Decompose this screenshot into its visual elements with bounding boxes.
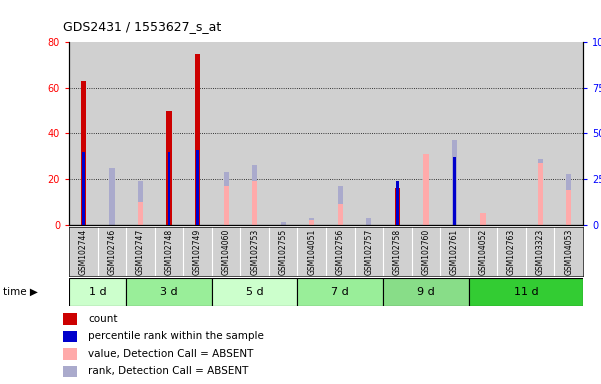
Bar <box>355 42 383 225</box>
Text: 7 d: 7 d <box>331 287 349 297</box>
Bar <box>526 42 555 225</box>
Bar <box>252 181 257 225</box>
Text: GSM102748: GSM102748 <box>165 228 174 275</box>
Bar <box>252 166 257 225</box>
Bar <box>383 278 469 306</box>
Text: GSM102757: GSM102757 <box>364 228 373 275</box>
Bar <box>338 204 343 225</box>
Bar <box>109 168 115 225</box>
Bar <box>395 218 400 225</box>
Text: GSM102746: GSM102746 <box>108 228 117 275</box>
Bar <box>338 186 343 225</box>
Bar <box>396 181 399 225</box>
Bar <box>281 222 286 225</box>
Bar <box>423 154 429 225</box>
Text: GSM102749: GSM102749 <box>193 228 202 275</box>
Bar <box>440 42 469 225</box>
Text: time ▶: time ▶ <box>3 287 38 297</box>
Bar <box>69 42 97 225</box>
Bar <box>366 218 371 225</box>
Text: GSM104053: GSM104053 <box>564 228 573 275</box>
Bar <box>63 313 77 324</box>
Text: GSM102761: GSM102761 <box>450 228 459 275</box>
Text: GSM102755: GSM102755 <box>279 228 288 275</box>
Bar <box>453 157 456 225</box>
Text: GSM104051: GSM104051 <box>307 228 316 275</box>
Bar <box>63 331 77 342</box>
Bar <box>126 42 155 225</box>
Text: GSM102753: GSM102753 <box>250 228 259 275</box>
Text: GSM102760: GSM102760 <box>421 228 430 275</box>
Bar <box>166 111 172 225</box>
Bar <box>269 42 297 225</box>
Bar <box>383 42 412 225</box>
Text: 1 d: 1 d <box>89 287 106 297</box>
Bar <box>82 152 85 225</box>
Bar <box>297 278 383 306</box>
Bar <box>183 42 212 225</box>
Bar <box>212 42 240 225</box>
Text: 9 d: 9 d <box>417 287 435 297</box>
Bar <box>452 140 457 225</box>
Bar <box>69 278 126 306</box>
Bar <box>63 366 77 377</box>
Bar <box>196 150 199 225</box>
Bar <box>309 218 314 225</box>
Bar <box>537 163 543 225</box>
Bar <box>469 42 498 225</box>
Bar <box>224 172 229 225</box>
Bar <box>309 220 314 225</box>
Text: percentile rank within the sample: percentile rank within the sample <box>88 331 264 341</box>
Text: 3 d: 3 d <box>160 287 178 297</box>
Bar <box>412 42 440 225</box>
Bar <box>297 42 326 225</box>
Text: GSM104060: GSM104060 <box>222 228 231 275</box>
Bar <box>555 42 583 225</box>
Text: GSM102744: GSM102744 <box>79 228 88 275</box>
Bar <box>480 213 486 225</box>
Bar <box>155 42 183 225</box>
Bar <box>212 278 297 306</box>
Text: 11 d: 11 d <box>514 287 538 297</box>
Bar <box>168 152 171 225</box>
Bar <box>326 42 355 225</box>
Bar <box>138 181 143 225</box>
Text: GSM102756: GSM102756 <box>336 228 345 275</box>
Bar <box>98 42 126 225</box>
Text: GSM102763: GSM102763 <box>507 228 516 275</box>
Text: GSM102758: GSM102758 <box>393 228 402 275</box>
Bar <box>469 278 583 306</box>
Bar <box>81 81 86 225</box>
Bar <box>395 188 400 225</box>
Text: GSM104052: GSM104052 <box>478 228 487 275</box>
Bar <box>138 202 143 225</box>
Bar <box>240 42 269 225</box>
Bar <box>537 159 543 225</box>
Bar <box>566 174 572 225</box>
Text: value, Detection Call = ABSENT: value, Detection Call = ABSENT <box>88 349 254 359</box>
Text: rank, Detection Call = ABSENT: rank, Detection Call = ABSENT <box>88 366 249 376</box>
Bar <box>63 348 77 359</box>
Text: count: count <box>88 314 118 324</box>
Bar <box>126 278 212 306</box>
Text: 5 d: 5 d <box>246 287 263 297</box>
Bar <box>195 54 200 225</box>
Text: GSM102747: GSM102747 <box>136 228 145 275</box>
Text: GDS2431 / 1553627_s_at: GDS2431 / 1553627_s_at <box>63 20 221 33</box>
Bar <box>498 42 526 225</box>
Bar <box>566 190 572 225</box>
Text: GSM103323: GSM103323 <box>535 228 545 275</box>
Bar <box>224 186 229 225</box>
